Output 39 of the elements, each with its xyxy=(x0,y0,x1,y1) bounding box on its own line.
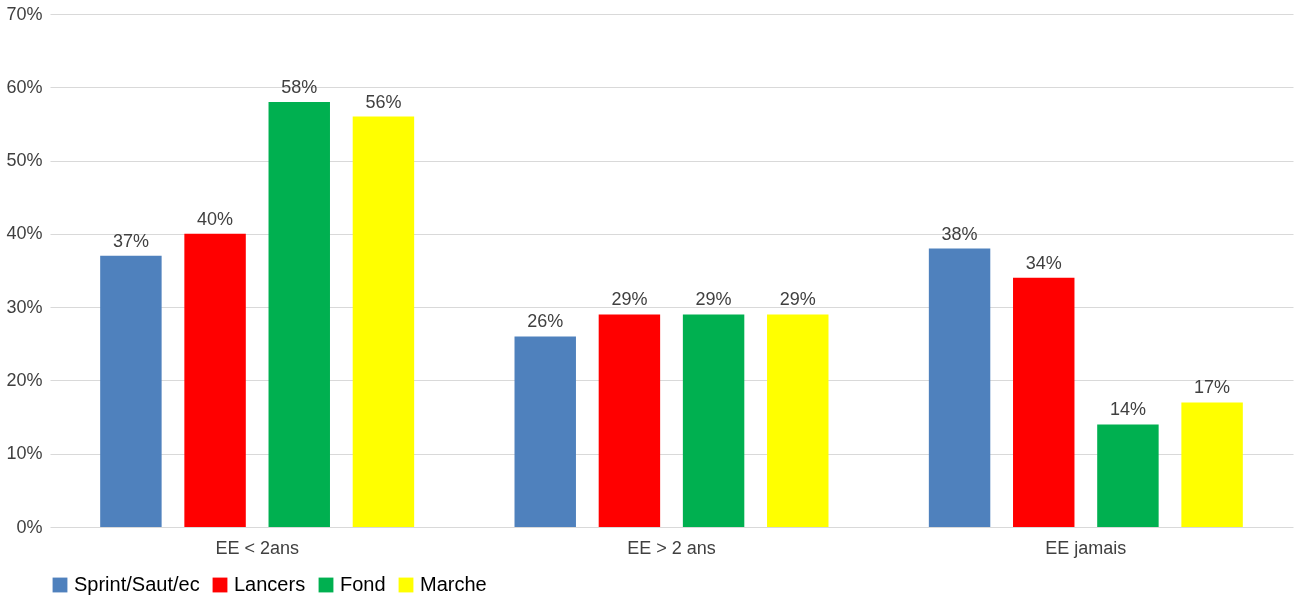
data-label: 14% xyxy=(1109,399,1146,420)
y-tick-label: 0% xyxy=(16,516,43,537)
data-label: 37% xyxy=(112,230,149,251)
y-tick-label: 20% xyxy=(6,369,43,390)
bar xyxy=(1181,402,1243,527)
bar xyxy=(928,248,991,527)
bar xyxy=(682,314,745,527)
y-tick-label: 60% xyxy=(6,76,43,97)
y-tick-label: 30% xyxy=(6,296,43,317)
data-label: 40% xyxy=(197,208,234,229)
legend-label: Marche xyxy=(420,573,487,595)
data-label: 58% xyxy=(281,76,318,97)
x-tick-label: EE > 2 ans xyxy=(627,537,716,558)
x-tick-label: EE jamais xyxy=(1045,537,1127,558)
legend-label: Fond xyxy=(340,573,386,595)
y-tick-label: 50% xyxy=(6,150,43,171)
bar xyxy=(100,255,162,527)
data-label: 56% xyxy=(365,91,402,112)
data-label: 29% xyxy=(695,289,732,310)
data-label: 34% xyxy=(1025,252,1062,273)
y-tick-label: 70% xyxy=(6,3,43,24)
data-label: 29% xyxy=(779,289,816,310)
bar xyxy=(268,101,330,527)
bar xyxy=(352,116,415,527)
bar xyxy=(767,314,829,527)
y-tick-label: 40% xyxy=(6,223,43,244)
bar xyxy=(514,336,576,527)
data-label: 26% xyxy=(527,311,564,332)
data-label: 38% xyxy=(941,223,978,244)
x-tick-label: EE < 2ans xyxy=(215,537,299,558)
y-tick-label: 10% xyxy=(6,443,43,464)
bar xyxy=(184,233,246,527)
bar xyxy=(1097,424,1159,527)
data-label: 17% xyxy=(1194,377,1231,398)
legend-label: Sprint/Saut/ec xyxy=(74,573,200,595)
bar xyxy=(598,314,661,527)
bar xyxy=(1013,277,1075,527)
data-label: 29% xyxy=(611,289,648,310)
legend-label: Lancers xyxy=(234,573,306,595)
